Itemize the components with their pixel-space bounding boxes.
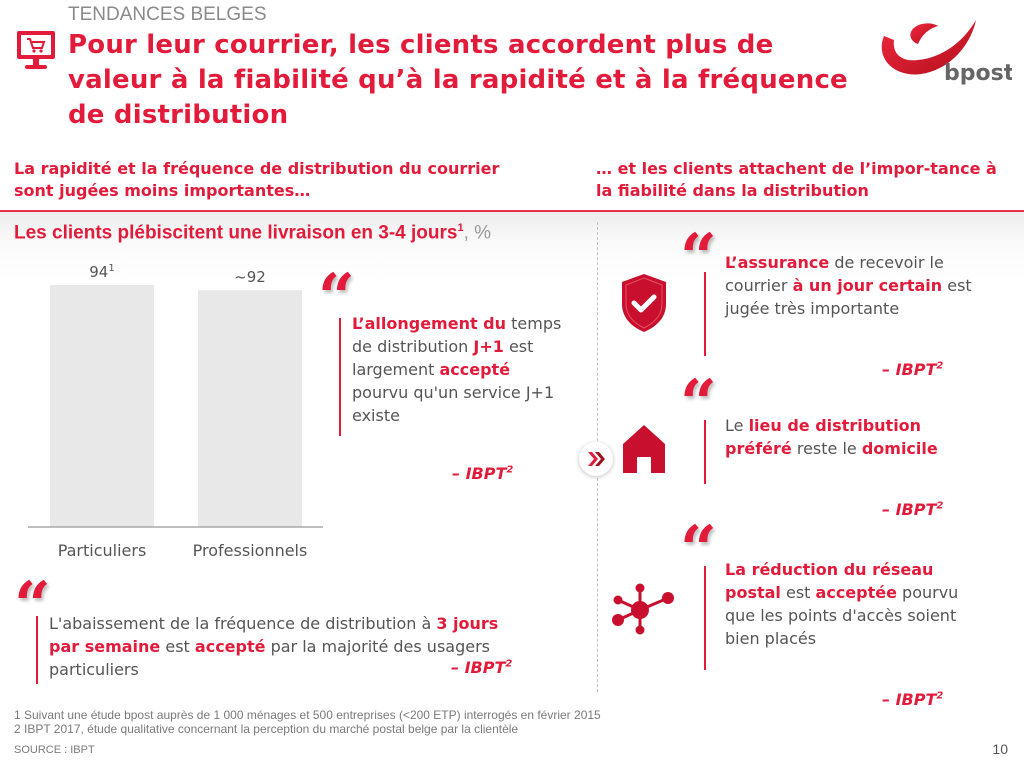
bar-particuliers — [50, 285, 154, 527]
bpost-horn-icon: bpost — [881, 20, 1015, 86]
category-label: Professionnels — [193, 541, 308, 560]
content-panel — [0, 212, 1024, 700]
quote-bar — [704, 566, 706, 670]
quote-text: La réduction du réseau postal est accept… — [725, 560, 959, 648]
page-number: 10 — [992, 741, 1008, 757]
quote-source: – IBPT2 — [882, 690, 944, 709]
network-nodes-icon — [612, 583, 674, 635]
source-note: SOURCE : IBPT — [14, 744, 95, 756]
value-label: ~92 — [234, 268, 266, 286]
quote-text: Le lieu de distribution préféré reste le… — [725, 416, 938, 458]
quote-text: L'abaissement de la fréquence de distrib… — [49, 614, 499, 679]
quote-mark-icon: “ — [14, 568, 51, 643]
quote-source: – IBPT2 — [452, 464, 514, 483]
logo-text: bpost — [944, 61, 1012, 86]
quote-mark-icon: “ — [680, 512, 717, 587]
quote-mark-icon: “ — [318, 260, 355, 335]
double-chevron-right-icon — [579, 442, 613, 476]
bar-professionnels — [198, 290, 302, 527]
quote-text: L’allongement du temps de distribution J… — [352, 314, 562, 425]
page-title: Pour leur courrier, les clients accorden… — [68, 30, 848, 130]
quote-mark-icon: “ — [680, 366, 717, 441]
quote-mark-icon: “ — [680, 220, 717, 295]
quote-bar — [339, 318, 341, 436]
value-label: 941 — [89, 263, 114, 281]
quote-bar — [704, 420, 706, 484]
right-subtitle: … et les clients attachent de l’impor-ta… — [596, 159, 997, 200]
shield-check-icon — [622, 274, 666, 332]
bar-chart: 941 Particuliers ~92 Professionnels — [28, 263, 323, 560]
quote-source: – IBPT2 — [882, 360, 944, 379]
footnote-1: 1 Suivant une étude bpost auprès de 1 00… — [14, 708, 601, 722]
quote-bar — [704, 272, 706, 356]
house-icon — [623, 425, 665, 473]
bpost-logo: bpost — [872, 10, 1015, 86]
quote-source: – IBPT2 — [882, 500, 944, 519]
chart-title: Les clients plébiscitent une livraison e… — [14, 222, 492, 244]
left-subtitle: La rapidité et la fréquence de distribut… — [14, 159, 500, 200]
quote-text: L’assurance de recevoir le courrier à un… — [725, 253, 972, 318]
monitor-cart-icon — [17, 31, 55, 69]
quote-source: – IBPT2 — [451, 658, 513, 677]
section-kicker: TENDANCES BELGES — [68, 4, 267, 25]
divider-rule — [0, 210, 1024, 212]
category-label: Particuliers — [58, 541, 147, 560]
footnote-2: 2 IBPT 2017, étude qualitative concernan… — [14, 722, 519, 736]
quote-bar — [36, 616, 38, 684]
